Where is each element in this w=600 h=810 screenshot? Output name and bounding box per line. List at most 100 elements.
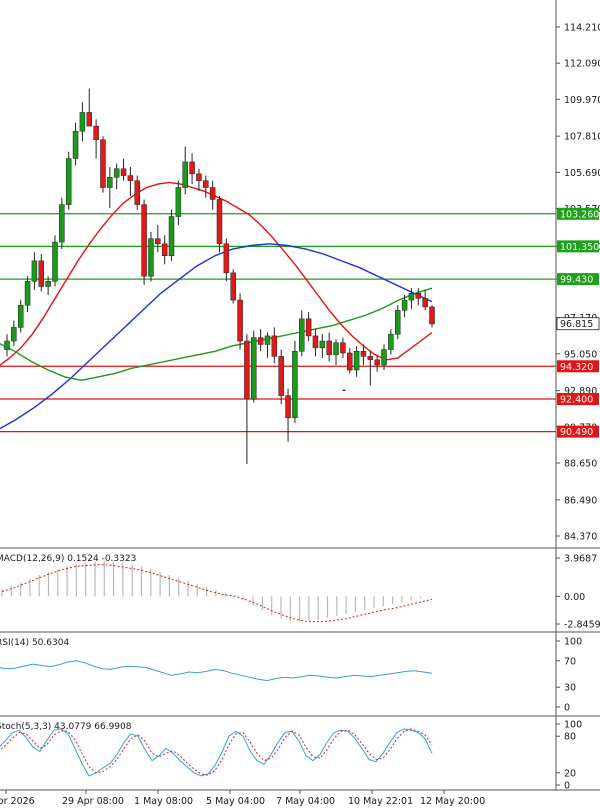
time-tick-label: 1 May 08:00 [134,796,193,807]
candle-body [299,318,305,352]
candle-body [93,125,99,141]
candle-body [257,337,264,345]
time-tick-label: 10 May 22:01 [348,796,413,807]
candle-body [86,112,93,127]
candle-body [31,260,38,282]
resistance-price-label: 101.350 [560,242,599,253]
macd-panel: MACD(12,26,9) 0.1524 -0.3323 3.9687 0.00 -2… [0,554,600,633]
stoch-tick-label: 20 [564,768,576,779]
rsi-tick-label: 100 [564,637,582,648]
rsi-line [0,660,433,682]
candle-body [168,216,175,256]
macd-label: MACD(12,26,9) 0.1524 -0.3323 [0,554,136,564]
candle-body [374,359,380,366]
candle-body [175,187,182,217]
resistance-price-tag [557,240,599,253]
price-tick-label: 88.650 [564,458,597,469]
candle-body [230,272,236,301]
candle-body [292,351,298,419]
candle-body [285,395,291,419]
stoch-k-line [0,728,433,777]
time-tick-label: 7 May 04:00 [276,796,335,807]
candle-body [120,168,127,176]
candle-body [107,177,113,188]
candle-body [4,340,10,350]
candle-body [388,333,394,350]
support-price-label: 92.400 [560,395,593,406]
candle-body [134,180,140,205]
candle-body [24,281,31,306]
price-tick-label: 107.810 [564,132,600,143]
rsi-tick-label: 70 [564,656,576,667]
candle-body [189,161,195,175]
candle-body [237,299,243,342]
price-tick-label: 112.090 [564,59,600,70]
support-price-tag [557,425,599,438]
candle-body [340,342,346,354]
candle-body [100,139,106,188]
candle-body [305,318,312,337]
candle-body [11,327,17,342]
stoch-d-line [0,728,433,776]
candle-body [312,335,319,349]
candle-body [346,352,353,371]
price-tick-label: 114.210 [564,23,600,34]
candle-body [148,238,154,277]
candle-body [161,243,168,256]
time-axis: 7 Apr 2026 29 Apr 08:00 1 May 08:00 5 May 0… [0,790,485,807]
support-price-tag [557,393,599,406]
current-price-label: 96.815 [560,319,593,330]
resistance-price-label: 99.430 [560,275,593,286]
signal-marker [342,389,346,391]
candle-body [415,293,422,299]
candle-body [52,241,58,282]
candle-body [141,204,147,277]
moving-average-line [0,181,433,366]
candle-body [401,299,408,311]
candle-body [209,187,216,200]
candle-body [251,337,257,400]
rsi-label: RSI(14) 50.6304 [0,638,69,648]
candle-body [155,238,161,245]
candle-body [72,130,79,159]
current-price-tag [556,317,600,331]
moving-average-line [0,243,433,430]
time-tick-label: 29 Apr 08:00 [62,796,124,807]
candle-body [333,342,339,355]
price-tick-label: 84.370 [564,532,597,543]
candle-body [429,306,435,325]
candle-body [353,351,360,371]
support-price-tag [557,360,599,373]
time-tick-label: 12 May 20:00 [420,796,485,807]
candle-body [278,356,284,396]
macd-tick-label: -2.8459 [564,620,600,631]
candle-body [264,335,271,345]
candle-body [127,175,134,181]
candle-body [38,260,45,287]
time-tick-label: 5 May 04:00 [206,796,265,807]
candle-body [65,158,72,205]
candle-body [79,112,86,132]
stoch-label: Stoch(5,3,3) 43.0779 66.9908 [0,722,132,732]
candle-body [394,310,401,335]
candle-body [422,298,428,308]
candle-body [216,199,223,245]
resistance-price-label: 103.260 [560,209,599,220]
candle-body [381,349,387,366]
support-price-label: 90.490 [560,427,593,438]
candle-body [182,161,188,188]
price-tick-label: 95.050 [564,349,597,360]
candle-body [203,180,209,188]
candle-body [244,340,250,400]
candle-body [360,351,367,357]
resistance-price-tag [557,273,599,286]
candle-body [17,304,24,328]
time-tick-label: 7 Apr 2026 [0,796,35,807]
price-tick-label: 105.690 [564,168,600,179]
candle-body [113,168,120,178]
rsi-tick-label: 0 [564,703,570,714]
candle-body [326,340,332,355]
moving-average-line [0,287,433,382]
